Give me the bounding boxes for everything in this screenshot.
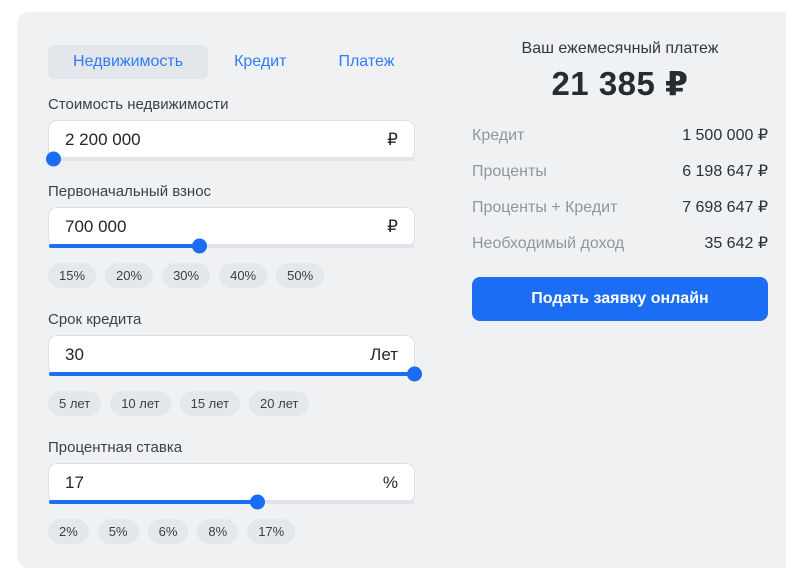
tab-real-estate[interactable]: Недвижимость bbox=[48, 45, 209, 79]
ruble-suffix: ₽ bbox=[387, 130, 398, 149]
chip-20-percent[interactable]: 20% bbox=[105, 263, 154, 288]
chip-15-percent[interactable]: 15% bbox=[48, 263, 97, 288]
loan-term-presets: 5 лет 10 лет 15 лет 20 лет bbox=[48, 391, 415, 416]
chip-15-years[interactable]: 15 лет bbox=[179, 391, 241, 416]
slider-thumb[interactable] bbox=[191, 238, 207, 254]
chip-6-percent[interactable]: 6% bbox=[147, 519, 189, 544]
interest-rate-label: Процентная ставка bbox=[48, 439, 183, 456]
loan-term-input[interactable]: 30 Лет bbox=[48, 335, 422, 382]
row-label: Проценты + Кредит bbox=[472, 199, 618, 216]
loan-term-value: 30 bbox=[65, 345, 84, 364]
property-cost-value: 2 200 000 bbox=[65, 130, 141, 149]
interest-rate-presets: 2% 5% 6% 8% 17% bbox=[48, 519, 415, 544]
loan-term-slider[interactable] bbox=[49, 366, 422, 382]
row-label: Проценты bbox=[472, 163, 547, 180]
down-payment-presets: 15% 20% 30% 40% 50% bbox=[48, 263, 415, 288]
tab-payment[interactable]: Платеж bbox=[338, 53, 395, 70]
field-interest-rate: Процентная ставка 17 % 2% 5% 6% 8% 17% bbox=[48, 439, 415, 544]
interest-rate-slider[interactable] bbox=[49, 494, 414, 510]
row-value: 1 500 000 ₽ bbox=[682, 127, 768, 144]
interest-rate-value: 17 bbox=[65, 473, 84, 492]
chip-30-percent[interactable]: 30% bbox=[162, 263, 211, 288]
slider-fill bbox=[45, 151, 61, 167]
summary-row-interest-plus-credit: Проценты + Кредит 7 698 647 ₽ bbox=[472, 197, 768, 217]
chip-17-percent[interactable]: 17% bbox=[247, 519, 296, 544]
property-cost-input[interactable]: 2 200 000 ₽ bbox=[45, 120, 415, 167]
chip-50-percent[interactable]: 50% bbox=[276, 263, 325, 288]
slider-fill bbox=[49, 494, 266, 510]
chip-5-percent[interactable]: 5% bbox=[97, 519, 139, 544]
row-value: 35 642 ₽ bbox=[704, 235, 768, 252]
monthly-payment-title: Ваш ежемесячный платеж bbox=[521, 40, 719, 57]
monthly-payment-amount: 21 385 ₽ bbox=[551, 65, 689, 102]
tab-bar: Недвижимость Кредит Платеж bbox=[48, 45, 415, 79]
summary-row-credit: Кредит 1 500 000 ₽ bbox=[472, 125, 768, 145]
field-loan-term: Срок кредита 30 Лет 5 лет 10 лет 15 лет … bbox=[48, 311, 422, 416]
loan-term-label: Срок кредита bbox=[48, 311, 142, 328]
down-payment-value: 700 000 bbox=[65, 217, 127, 236]
result-summary: Кредит 1 500 000 ₽ Проценты 6 198 647 ₽ … bbox=[472, 125, 768, 253]
summary-row-required-income: Необходимый доход 35 642 ₽ bbox=[472, 233, 768, 253]
years-suffix: Лет bbox=[370, 345, 398, 364]
mortgage-calculator-card: Недвижимость Кредит Платеж Стоимость нед… bbox=[17, 12, 786, 568]
apply-online-button[interactable]: Подать заявку онлайн bbox=[472, 277, 768, 321]
down-payment-input[interactable]: 700 000 ₽ bbox=[48, 207, 415, 254]
chip-8-percent[interactable]: 8% bbox=[197, 519, 239, 544]
field-property-cost: Стоимость недвижимости 2 200 000 ₽ bbox=[45, 96, 415, 167]
tab-credit[interactable]: Кредит bbox=[234, 53, 287, 70]
property-cost-slider[interactable] bbox=[45, 151, 414, 167]
field-down-payment: Первоначальный взнос 700 000 ₽ 15% 20% 3… bbox=[48, 183, 415, 288]
slider-thumb[interactable] bbox=[407, 366, 422, 382]
row-label: Необходимый доход bbox=[472, 235, 625, 252]
calculator-form: Недвижимость Кредит Платеж Стоимость нед… bbox=[45, 45, 422, 567]
slider-fill bbox=[49, 366, 422, 382]
property-cost-label: Стоимость недвижимости bbox=[48, 96, 229, 113]
down-payment-label: Первоначальный взнос bbox=[48, 183, 212, 200]
slider-thumb[interactable] bbox=[250, 494, 266, 510]
result-panel: Ваш ежемесячный платеж 21 385 ₽ Кредит 1… bbox=[472, 30, 768, 321]
row-value: 7 698 647 ₽ bbox=[682, 199, 768, 216]
chip-20-years[interactable]: 20 лет bbox=[249, 391, 310, 416]
percent-suffix: % bbox=[382, 473, 398, 492]
interest-rate-input[interactable]: 17 % bbox=[48, 463, 415, 510]
summary-row-interest: Проценты 6 198 647 ₽ bbox=[472, 161, 768, 181]
chip-5-years[interactable]: 5 лет bbox=[48, 391, 102, 416]
ruble-suffix: ₽ bbox=[387, 217, 398, 236]
chip-40-percent[interactable]: 40% bbox=[219, 263, 268, 288]
slider-fill bbox=[49, 238, 207, 254]
chip-10-years[interactable]: 10 лет bbox=[110, 391, 171, 416]
slider-thumb[interactable] bbox=[45, 151, 61, 167]
chip-2-percent[interactable]: 2% bbox=[48, 519, 89, 544]
down-payment-slider[interactable] bbox=[49, 238, 414, 254]
row-label: Кредит bbox=[472, 127, 525, 144]
row-value: 6 198 647 ₽ bbox=[682, 163, 768, 180]
